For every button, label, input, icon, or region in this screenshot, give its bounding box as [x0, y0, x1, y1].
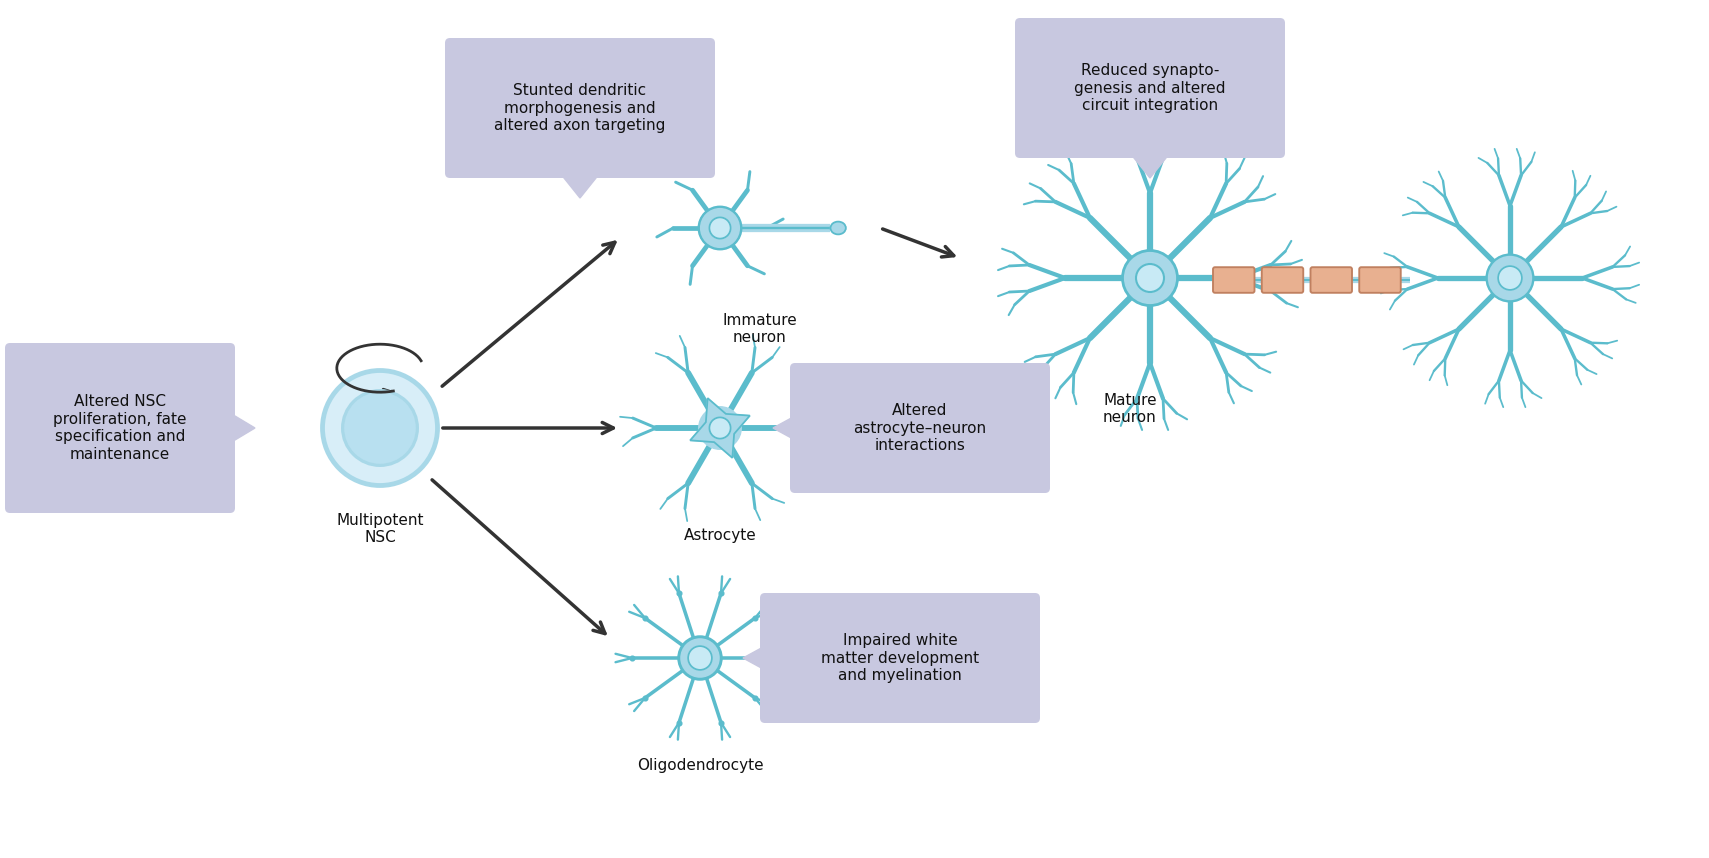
Text: Astrocyte: Astrocyte: [684, 528, 757, 543]
Text: Altered NSC
proliferation, fate
specification and
maintenance: Altered NSC proliferation, fate specific…: [53, 395, 186, 462]
Ellipse shape: [709, 417, 731, 438]
Text: Stunted dendritic
morphogenesis and
altered axon targeting: Stunted dendritic morphogenesis and alte…: [494, 83, 667, 133]
Text: Reduced synapto-
genesis and altered
circuit integration: Reduced synapto- genesis and altered cir…: [1075, 63, 1225, 113]
Ellipse shape: [1136, 264, 1164, 292]
Ellipse shape: [678, 637, 721, 680]
Text: Mature
neuron: Mature neuron: [1102, 393, 1157, 426]
Ellipse shape: [689, 646, 713, 670]
FancyBboxPatch shape: [5, 343, 236, 513]
Text: Altered
astrocyte–neuron
interactions: Altered astrocyte–neuron interactions: [853, 403, 986, 453]
Polygon shape: [772, 416, 795, 440]
FancyBboxPatch shape: [761, 593, 1041, 723]
FancyBboxPatch shape: [1311, 267, 1352, 293]
FancyBboxPatch shape: [1015, 18, 1285, 158]
Ellipse shape: [342, 390, 417, 465]
FancyBboxPatch shape: [1359, 267, 1401, 293]
Ellipse shape: [699, 207, 742, 250]
Ellipse shape: [1123, 251, 1178, 305]
Text: Impaired white
matter development
and myelination: Impaired white matter development and my…: [820, 633, 979, 683]
Text: Oligodendrocyte: Oligodendrocyte: [637, 758, 764, 773]
Polygon shape: [743, 646, 766, 670]
Polygon shape: [561, 173, 600, 198]
Polygon shape: [690, 398, 750, 458]
Ellipse shape: [1487, 255, 1533, 301]
Ellipse shape: [323, 371, 438, 486]
FancyBboxPatch shape: [444, 38, 714, 178]
Polygon shape: [231, 413, 255, 443]
Ellipse shape: [709, 217, 731, 239]
Ellipse shape: [1499, 266, 1523, 290]
Text: Multipotent
NSC: Multipotent NSC: [337, 513, 424, 546]
Polygon shape: [1130, 153, 1171, 178]
FancyBboxPatch shape: [1213, 267, 1254, 293]
FancyBboxPatch shape: [790, 363, 1049, 493]
Text: Immature
neuron: Immature neuron: [723, 313, 798, 346]
FancyBboxPatch shape: [1261, 267, 1304, 293]
Ellipse shape: [831, 221, 846, 234]
Ellipse shape: [699, 407, 742, 450]
